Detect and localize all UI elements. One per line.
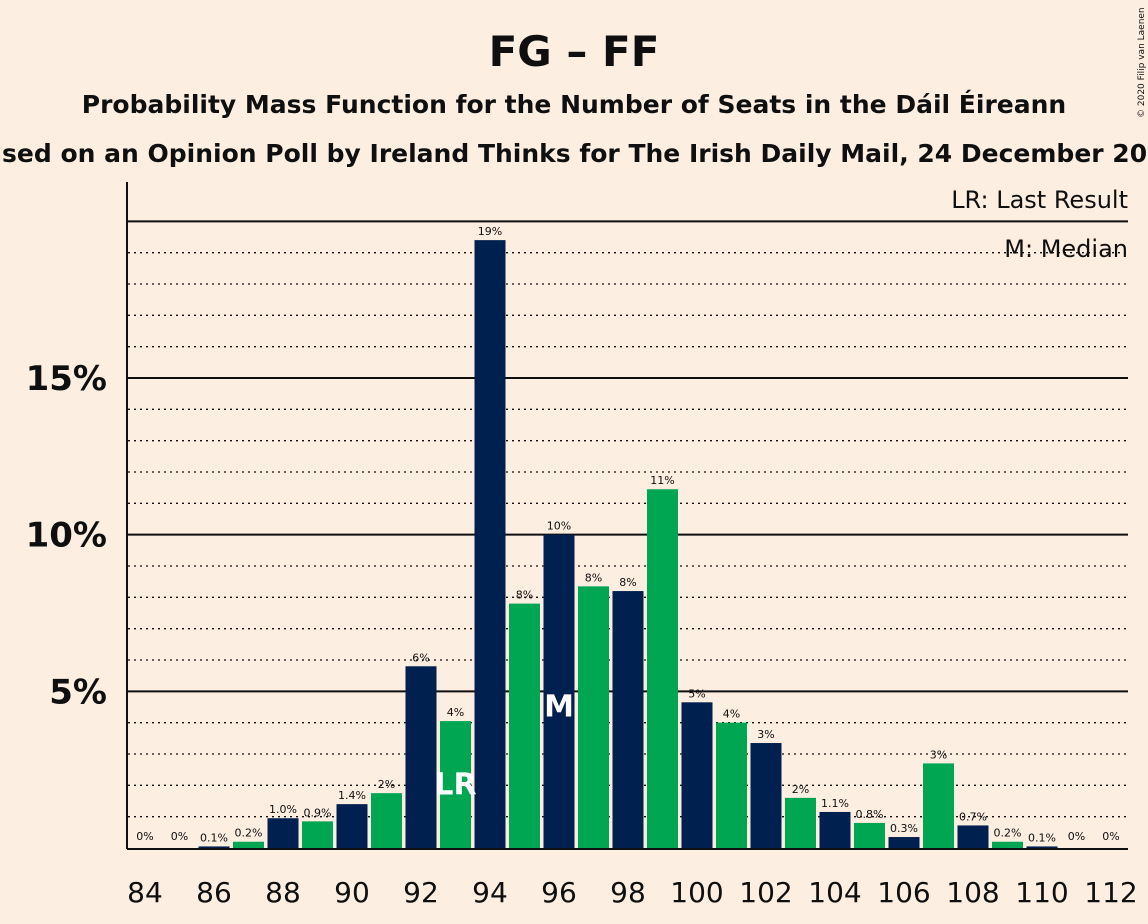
chart-subtitle: Probability Mass Function for the Number… (82, 90, 1066, 119)
data-label-95: 8% (516, 589, 533, 602)
bar-106 (888, 837, 920, 848)
bar-92 (405, 666, 437, 848)
bar-107 (923, 763, 954, 848)
bar-88 (267, 818, 299, 848)
x-tick-label: 108 (946, 876, 999, 909)
bar-93 (440, 721, 471, 848)
data-label-85: 0% (171, 830, 188, 843)
bar-97 (578, 586, 609, 848)
data-label-103: 2% (792, 783, 809, 796)
data-label-111: 0% (1068, 830, 1085, 843)
x-tick-label: 98 (610, 876, 646, 909)
x-tick-label: 86 (196, 876, 232, 909)
data-label-93: 4% (447, 706, 464, 719)
data-label-106: 0.3% (890, 822, 918, 835)
bar-110 (1026, 846, 1058, 848)
bar-108 (957, 825, 989, 848)
bar-89 (302, 821, 333, 848)
data-label-90: 1.4% (338, 789, 366, 802)
data-label-100: 5% (688, 687, 705, 700)
x-tick-label: 96 (541, 876, 577, 909)
bar-95 (509, 603, 540, 848)
data-label-108: 0.7% (959, 810, 987, 823)
x-tick-label: 88 (265, 876, 301, 909)
data-label-86: 0.1% (200, 831, 228, 844)
data-label-105: 0.8% (856, 808, 884, 821)
x-tick-label: 84 (127, 876, 163, 909)
x-tick-label: 92 (403, 876, 439, 909)
data-label-102: 3% (757, 728, 774, 741)
legend-median: M: Median (1004, 235, 1128, 263)
last-result-marker: LR (434, 768, 476, 803)
bar-98 (612, 591, 644, 848)
bar-86 (198, 846, 230, 848)
x-tick-label: 94 (472, 876, 508, 909)
x-tick-label: 104 (808, 876, 861, 909)
data-label-92: 6% (412, 651, 429, 664)
data-label-101: 4% (723, 708, 740, 721)
data-label-88: 1.0% (269, 803, 297, 816)
bar-104 (819, 811, 851, 848)
legend-last-result: LR: Last Result (951, 186, 1128, 214)
x-tick-label: 110 (1015, 876, 1068, 909)
x-tick-label: 112 (1084, 876, 1137, 909)
data-label-112: 0% (1102, 830, 1119, 843)
bar-94 (474, 240, 506, 849)
data-label-98: 8% (619, 576, 636, 589)
data-label-91: 2% (378, 778, 395, 791)
data-label-84: 0% (136, 830, 153, 843)
data-label-97: 8% (585, 571, 602, 584)
data-label-110: 0.1% (1028, 831, 1056, 844)
x-tick-label: 100 (670, 876, 723, 909)
copyright-text: © 2020 Filip van Laenen (1137, 7, 1147, 118)
y-tick-label: 15% (26, 359, 107, 399)
data-label-99: 11% (650, 474, 674, 487)
y-ticks: 5% 10% 15% (26, 359, 107, 712)
data-labels: 0% 0% 0.1% 0.2% 1.0% 0.9% 1.4% 2% 6% 4% LR 19% 8% 10%… (136, 225, 1119, 844)
data-label-104: 1.1% (821, 797, 849, 810)
bar-105 (854, 822, 885, 848)
bar-102 (750, 743, 782, 848)
data-label-89: 0.9% (304, 806, 332, 819)
bar-109 (992, 841, 1023, 848)
chart-subtitle-2: Based on an Opinion Poll by Ireland Thin… (0, 139, 1148, 168)
bar-99 (647, 489, 678, 848)
x-ticks: 84 86 88 90 92 94 96 98 100 102 104 106 108 110 112 (127, 876, 1138, 909)
bars (198, 240, 1058, 849)
median-marker: M (544, 689, 574, 724)
bar-90 (336, 804, 368, 848)
data-label-107: 3% (930, 748, 947, 761)
x-tick-label: 90 (334, 876, 370, 909)
bar-101 (716, 722, 747, 848)
data-label-96: 10% (547, 520, 571, 533)
bar-96 (543, 534, 575, 848)
y-tick-label: 5% (49, 672, 107, 712)
x-tick-label: 102 (739, 876, 792, 909)
bar-100 (681, 702, 713, 848)
bar-91 (371, 793, 402, 848)
y-tick-label: 10% (26, 516, 107, 556)
data-label-109: 0.2% (994, 827, 1022, 840)
bar-103 (785, 797, 816, 848)
data-label-87: 0.2% (235, 827, 263, 840)
axes (126, 182, 1128, 850)
x-tick-label: 106 (877, 876, 930, 909)
data-label-94: 19% (478, 225, 502, 238)
chart-title: FG – FF (489, 27, 660, 76)
bar-87 (233, 841, 264, 848)
